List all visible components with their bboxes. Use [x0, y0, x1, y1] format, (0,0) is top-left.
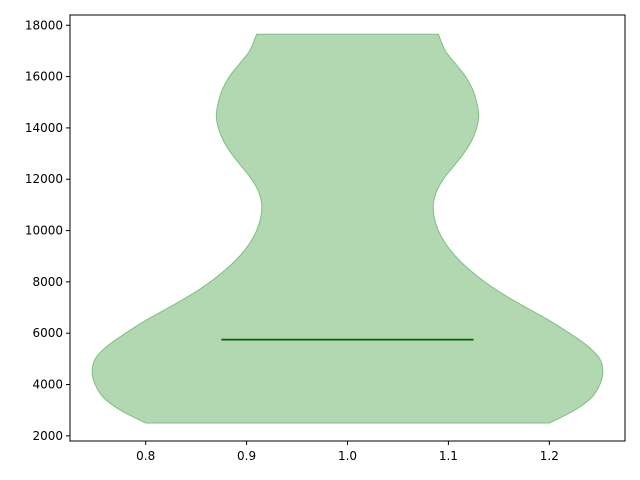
x-tick-label: 1.0 [338, 449, 357, 463]
y-tick-label: 6000 [32, 326, 63, 340]
x-tick-label: 0.8 [136, 449, 155, 463]
y-tick-label: 18000 [25, 18, 63, 32]
y-tick-label: 4000 [32, 378, 63, 392]
y-tick-label: 14000 [25, 121, 63, 135]
y-tick-label: 16000 [25, 70, 63, 84]
x-tick-label: 1.2 [540, 449, 559, 463]
x-axis: 0.8 0.9 1.0 1.1 1.2 [136, 441, 559, 463]
y-tick-label: 2000 [32, 429, 63, 443]
violin-body-0 [91, 33, 604, 424]
x-tick-label: 1.1 [439, 449, 458, 463]
y-tick-label: 12000 [25, 172, 63, 186]
y-tick-label: 8000 [32, 275, 63, 289]
y-tick-label: 10000 [25, 224, 63, 238]
x-tick-label: 0.9 [237, 449, 256, 463]
plot-area [91, 33, 604, 424]
y-axis: 2000 4000 6000 8000 10000 12000 14000 16000 1800… [25, 18, 70, 443]
